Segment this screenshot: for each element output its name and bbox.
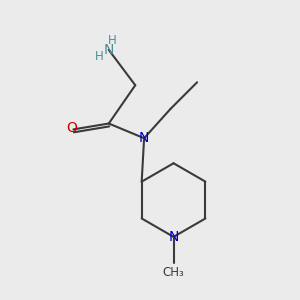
Text: H: H: [95, 50, 104, 63]
Text: O: O: [67, 121, 77, 135]
Text: CH₃: CH₃: [163, 266, 184, 279]
Text: N: N: [103, 43, 114, 57]
Text: H: H: [108, 34, 117, 47]
Text: N: N: [168, 230, 179, 244]
Text: N: N: [139, 131, 149, 145]
